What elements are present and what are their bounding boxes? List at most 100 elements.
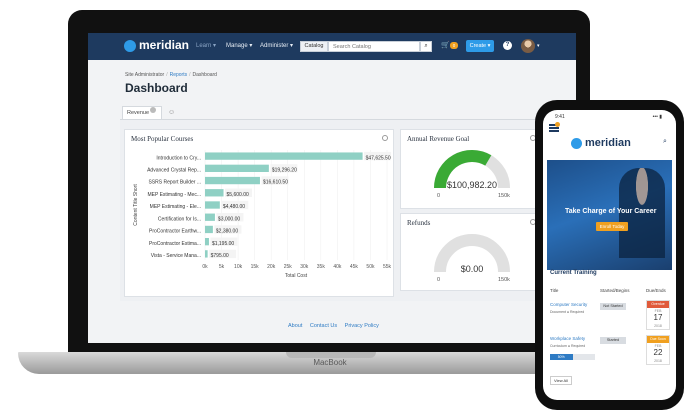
due-year-1: 2018 (654, 359, 662, 363)
search-input[interactable] (328, 41, 420, 52)
refunds-gauge-min: 0 (437, 277, 441, 283)
revenue-gauge (434, 150, 510, 189)
x-tick-label: 25k (284, 264, 293, 270)
phone-status-bar: 9:41 ••• ▮ (543, 110, 676, 122)
col-header-due: Due/Ends (646, 288, 666, 293)
data-label-bg (261, 176, 289, 185)
help-icon[interactable]: ? (503, 41, 512, 50)
breadcrumb: Site Administrator / Reports / Dashboard (125, 72, 217, 78)
laptop-notch (286, 352, 376, 358)
category-label: MEP Estimating - Mec... (147, 192, 201, 198)
bar (205, 164, 269, 172)
laptop-base (18, 352, 644, 374)
current-training-title: Current Training (550, 270, 597, 276)
meridian-logo-icon (571, 138, 582, 149)
data-label-bg (364, 151, 392, 161)
data-label-bg (210, 237, 238, 246)
training-title-1[interactable]: Workplace Safety (550, 336, 586, 341)
view-all-button[interactable]: View All (550, 376, 572, 385)
annual-revenue-card: Annual Revenue Goal $100,982.20 0 150k (400, 129, 542, 209)
hamburger-menu-icon[interactable] (549, 124, 559, 132)
category-label: SSRS Report Builder ... (148, 180, 201, 186)
breadcrumb-dashboard: Dashboard (192, 72, 217, 78)
tab-settings-icon[interactable] (150, 107, 156, 113)
due-month-0: FEB (654, 309, 662, 313)
search-icon[interactable]: ⌕ (420, 41, 432, 52)
data-label: $795.00 (211, 253, 229, 259)
laptop-screen: meridian Learn ▾ Manage ▾ Administer ▾ C… (88, 33, 576, 343)
training-status-0: Not Started (600, 303, 626, 310)
nav-manage[interactable]: Manage ▾ (226, 43, 253, 49)
revenue-gauge-min: 0 (437, 193, 441, 199)
category-label: Vista - Service Mana... (151, 253, 201, 259)
search-icon[interactable]: ⌕ (663, 138, 667, 145)
training-title-0[interactable]: Computer Security (550, 302, 588, 307)
catalog-scope-button[interactable]: Catalog (300, 41, 328, 52)
y-axis-title: Content Title Short (133, 184, 139, 226)
avatar[interactable] (521, 39, 535, 53)
data-label-bg (270, 164, 298, 173)
enroll-today-button[interactable]: Enroll Today (596, 222, 628, 231)
due-month-1: FEB (654, 344, 662, 348)
training-status-1: Started (600, 337, 626, 344)
data-label-bg (209, 249, 237, 259)
chevron-down-icon[interactable]: ▾ (537, 43, 540, 49)
due-tag-1: Due Soon (647, 336, 669, 343)
bar (205, 225, 213, 234)
popular-courses-title: Most Popular Courses (131, 135, 194, 143)
refunds-card: Refunds $0.00 0 150k (400, 213, 542, 291)
refunds-gauge (434, 234, 510, 273)
x-tick-label: 0k (202, 264, 208, 270)
notification-badge (555, 122, 560, 127)
bar (205, 238, 209, 246)
x-tick-label: 5k (219, 264, 225, 270)
data-label-bg (216, 213, 244, 222)
due-date-card-0: Overdue FEB 17 2018 (646, 300, 670, 330)
footer-contact-link[interactable]: Contact Us (309, 323, 338, 329)
x-tick-label: 50k (366, 264, 375, 270)
nav-learn[interactable]: Learn ▾ (196, 43, 217, 49)
data-label-bg (225, 188, 253, 197)
bar (205, 152, 363, 160)
x-axis-title: Total Cost (285, 273, 308, 279)
bar (205, 176, 260, 185)
due-day-1: 22 (653, 348, 663, 357)
cart-icon[interactable]: 🛒 (441, 42, 450, 49)
app-logo[interactable]: meridian (139, 38, 190, 52)
annual-revenue-title: Annual Revenue Goal (407, 135, 470, 143)
due-tag-0: Overdue (647, 301, 669, 308)
breadcrumb-reports[interactable]: Reports (169, 72, 188, 78)
bar (205, 250, 208, 258)
category-label: ProContractor Estima... (149, 241, 201, 247)
training-sub-0: Document ● Required (550, 310, 585, 314)
revenue-gauge-fill (434, 150, 492, 189)
people-tab-icon[interactable]: ☺ (168, 109, 176, 116)
bar (205, 189, 224, 197)
create-button[interactable]: Create ▾ (466, 40, 494, 52)
x-tick-label: 10k (234, 264, 243, 270)
due-date-card-1: Due Soon FEB 22 2018 (646, 335, 670, 365)
data-label: $47,625.50 (366, 155, 391, 161)
nav-administer[interactable]: Administer ▾ (260, 43, 294, 49)
bar (205, 213, 215, 221)
hero-title: Take Charge of Your Career (565, 208, 657, 215)
hero-banner: Take Charge of Your Career Enroll Today (547, 160, 672, 270)
x-tick-label: 45k (350, 264, 359, 270)
footer-links: About Contact Us Privacy Policy (288, 323, 385, 329)
x-tick-label: 30k (300, 264, 309, 270)
breadcrumb-site-admin[interactable]: Site Administrator (125, 72, 165, 78)
signal-icon: ••• ▮ (652, 114, 662, 120)
category-label: ProContractor Earthw... (149, 229, 201, 235)
laptop-brand-label: MacBook (313, 358, 347, 367)
phone-logo[interactable]: meridian (585, 137, 631, 149)
col-header-started: Started/Begins (600, 288, 630, 293)
x-tick-label: 15k (251, 264, 260, 270)
category-label: Introduction to Cry... (156, 155, 201, 161)
footer-about-link[interactable]: About (288, 323, 303, 329)
data-label-bg (214, 225, 242, 234)
footer-privacy-link[interactable]: Privacy Policy (344, 323, 379, 329)
tab-revenue[interactable]: Revenue (122, 106, 162, 119)
gear-icon[interactable] (382, 135, 388, 141)
page-title: Dashboard (125, 81, 188, 95)
